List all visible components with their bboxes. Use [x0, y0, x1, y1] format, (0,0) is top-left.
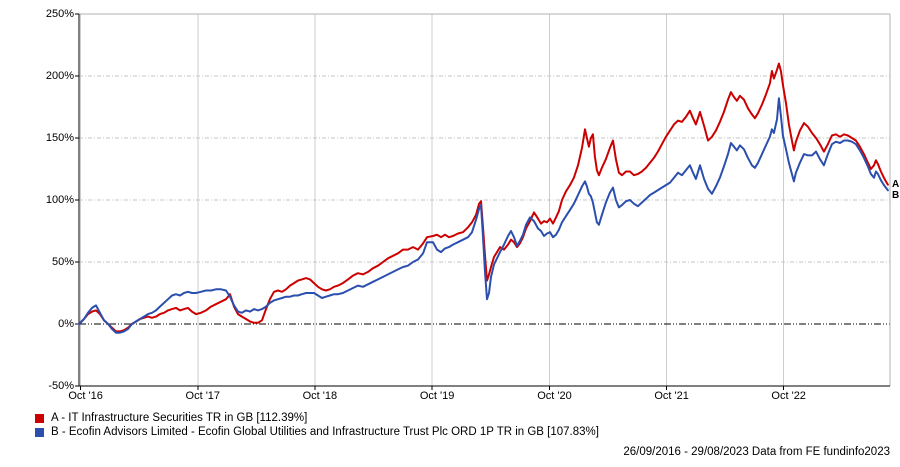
series-end-label-a: A [892, 179, 900, 191]
x-axis-label: Oct '20 [537, 390, 572, 402]
legend-label-b: B - Ecofin Advisors Limited - Ecofin Glo… [51, 426, 599, 438]
y-axis-label: 100% [45, 193, 74, 206]
y-axis-label: 0% [58, 317, 74, 330]
y-axis-label: 200% [45, 69, 74, 82]
x-axis-label: Oct '18 [302, 390, 338, 402]
legend-swatch-a [35, 413, 44, 423]
legend-label-a: A - IT Infrastructure Securities TR in G… [51, 412, 308, 424]
series-line-b [78, 97, 889, 334]
y-axis-label: 50% [51, 255, 74, 268]
series-end-label-b: B [892, 190, 900, 202]
legend: A - IT Infrastructure Securities TR in G… [35, 411, 599, 439]
x-axis-label: Oct '17 [185, 390, 221, 402]
x-axis-label: Oct '16 [68, 390, 103, 402]
legend-item-a: A - IT Infrastructure Securities TR in G… [35, 411, 599, 425]
x-axis-label: Oct '22 [771, 390, 806, 402]
y-axis-label: 150% [45, 131, 74, 144]
y-axis-label: -50% [48, 379, 74, 392]
data-source-note: 26/09/2016 - 29/08/2023 Data from FE fun… [623, 446, 890, 458]
legend-swatch-b [35, 427, 44, 437]
x-axis-label: Oct '21 [654, 390, 689, 402]
legend-item-b: B - Ecofin Advisors Limited - Ecofin Glo… [35, 425, 599, 439]
y-axis-label: 250% [45, 7, 74, 20]
x-axis-label: Oct '19 [419, 390, 455, 402]
